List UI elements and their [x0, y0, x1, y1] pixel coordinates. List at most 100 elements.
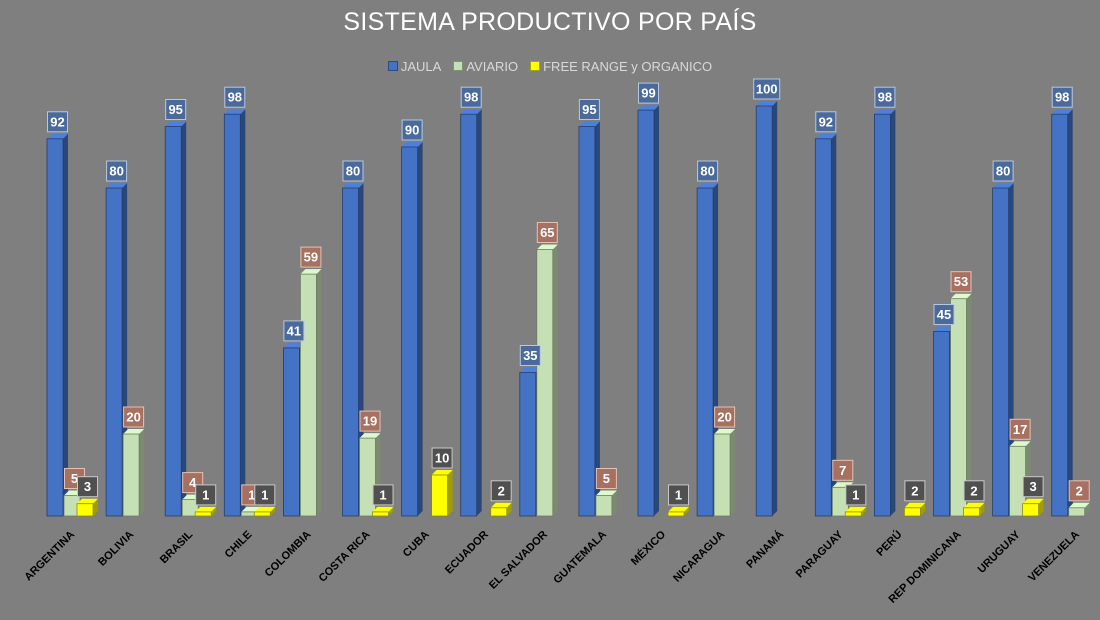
- bar-side: [270, 506, 276, 516]
- bar-top: [359, 433, 381, 439]
- x-tick-label: BRASIL: [158, 528, 196, 566]
- bar-front: [992, 187, 1009, 517]
- bar-side: [447, 470, 453, 516]
- bar-free-range-y-organico-ecuador: [490, 502, 512, 517]
- bar-top: [950, 293, 972, 299]
- data-label-box: [342, 160, 364, 182]
- bar-top: [874, 109, 896, 115]
- data-label-text: 98: [228, 90, 242, 105]
- bar-aviario-guatemala: [595, 490, 617, 517]
- data-label: 35: [519, 345, 541, 366]
- data-label: 1: [668, 484, 689, 506]
- legend-swatch: [530, 61, 541, 72]
- bar-free-range-y-organico-uruguay: [1022, 498, 1044, 517]
- data-label: 2: [1068, 480, 1090, 502]
- bar-free-range-y-organico-brasil: [194, 506, 217, 517]
- bar-front: [637, 109, 655, 517]
- data-label-text: 10: [435, 451, 449, 466]
- bar-top: [1051, 109, 1073, 115]
- legend-label: FREE RANGE y ORGANICO: [543, 58, 713, 74]
- bar-free-range-y-organico-per-: [904, 502, 926, 517]
- data-label: 3: [77, 476, 98, 498]
- bar-front: [105, 187, 123, 517]
- data-label-box: [123, 406, 145, 428]
- bar-front: [814, 138, 832, 517]
- bar-side: [730, 429, 736, 516]
- bar-side: [388, 506, 394, 516]
- bar-front: [490, 507, 508, 517]
- bar-front: [431, 474, 449, 517]
- data-label-text: 1: [379, 487, 386, 502]
- bar-front: [1022, 503, 1039, 517]
- bar-aviario-rep-dominicana: [950, 293, 972, 517]
- bar-front: [76, 503, 94, 517]
- bar-jaula-chile: [223, 109, 246, 517]
- data-label-box: [431, 447, 453, 469]
- data-label-text: 17: [1013, 422, 1027, 437]
- data-label: 45: [933, 304, 955, 325]
- x-tick-label: MÉXICO: [628, 528, 668, 568]
- data-label-box: [300, 246, 322, 268]
- bar-front: [963, 507, 980, 517]
- data-label-text: 90: [405, 123, 419, 138]
- data-label: 59: [300, 246, 322, 268]
- bar-front: [122, 433, 140, 517]
- bar-jaula-costa-rica: [342, 183, 364, 517]
- bar-top: [254, 506, 276, 512]
- bar-top: [47, 133, 68, 139]
- bar-aviario-el-salvador: [536, 244, 558, 517]
- bar-top: [77, 498, 98, 504]
- bar-top: [195, 506, 217, 512]
- data-label-text: 2: [498, 483, 505, 498]
- legend-swatch: [387, 61, 398, 72]
- bar-side: [316, 269, 322, 516]
- bar-jaula-brasil: [164, 121, 187, 517]
- data-label-box: [950, 271, 972, 293]
- x-tick-label: COLOMBIA: [263, 529, 314, 580]
- x-tick-label: CUBA: [401, 529, 432, 560]
- data-label-box: [1051, 86, 1073, 108]
- data-label: 3: [1022, 476, 1044, 498]
- bar-side: [240, 109, 246, 516]
- bar-front: [181, 499, 199, 517]
- bar-free-range-y-organico-rep-dominicana: [963, 502, 985, 517]
- data-label-text: 53: [954, 274, 968, 289]
- x-tick-label: GUATEMALA: [551, 529, 609, 587]
- data-label: 80: [342, 160, 364, 182]
- bar-top: [536, 244, 558, 250]
- data-label: 95: [165, 99, 187, 120]
- bar-top: [283, 342, 305, 348]
- bar-front: [933, 331, 950, 517]
- bar-top: [904, 502, 926, 508]
- data-label-box: [401, 119, 423, 141]
- data-label-box: [77, 476, 98, 498]
- data-label: 80: [992, 160, 1014, 182]
- data-label-box: [519, 345, 541, 366]
- data-label: 2: [490, 480, 512, 502]
- bar-top: [1009, 441, 1031, 447]
- data-label-text: 1: [261, 487, 268, 502]
- x-tick-label: COSTA RICA: [317, 529, 373, 585]
- bar-top: [106, 183, 128, 188]
- bar-side: [966, 293, 972, 516]
- data-label: 17: [1009, 418, 1031, 440]
- bar-top: [123, 429, 145, 434]
- data-label-box: [254, 484, 276, 506]
- data-label-text: 92: [50, 114, 64, 129]
- data-label: 1: [372, 484, 394, 506]
- bar-jaula-cuba: [401, 142, 423, 517]
- bar-side: [772, 101, 778, 516]
- data-label-text: 5: [603, 471, 610, 486]
- bar-side: [654, 105, 659, 516]
- bar-side: [861, 506, 867, 516]
- bar-top: [933, 326, 955, 332]
- data-label-text: 20: [126, 410, 140, 425]
- bar-aviario-bolivia: [122, 429, 145, 517]
- bar-side: [552, 244, 558, 516]
- bar-jaula-per-: [874, 109, 896, 517]
- data-label-text: 3: [1029, 479, 1036, 494]
- bar-front: [519, 372, 537, 517]
- bar-side: [979, 502, 985, 516]
- data-label-text: 7: [839, 463, 846, 478]
- data-label-text: 3: [84, 479, 91, 494]
